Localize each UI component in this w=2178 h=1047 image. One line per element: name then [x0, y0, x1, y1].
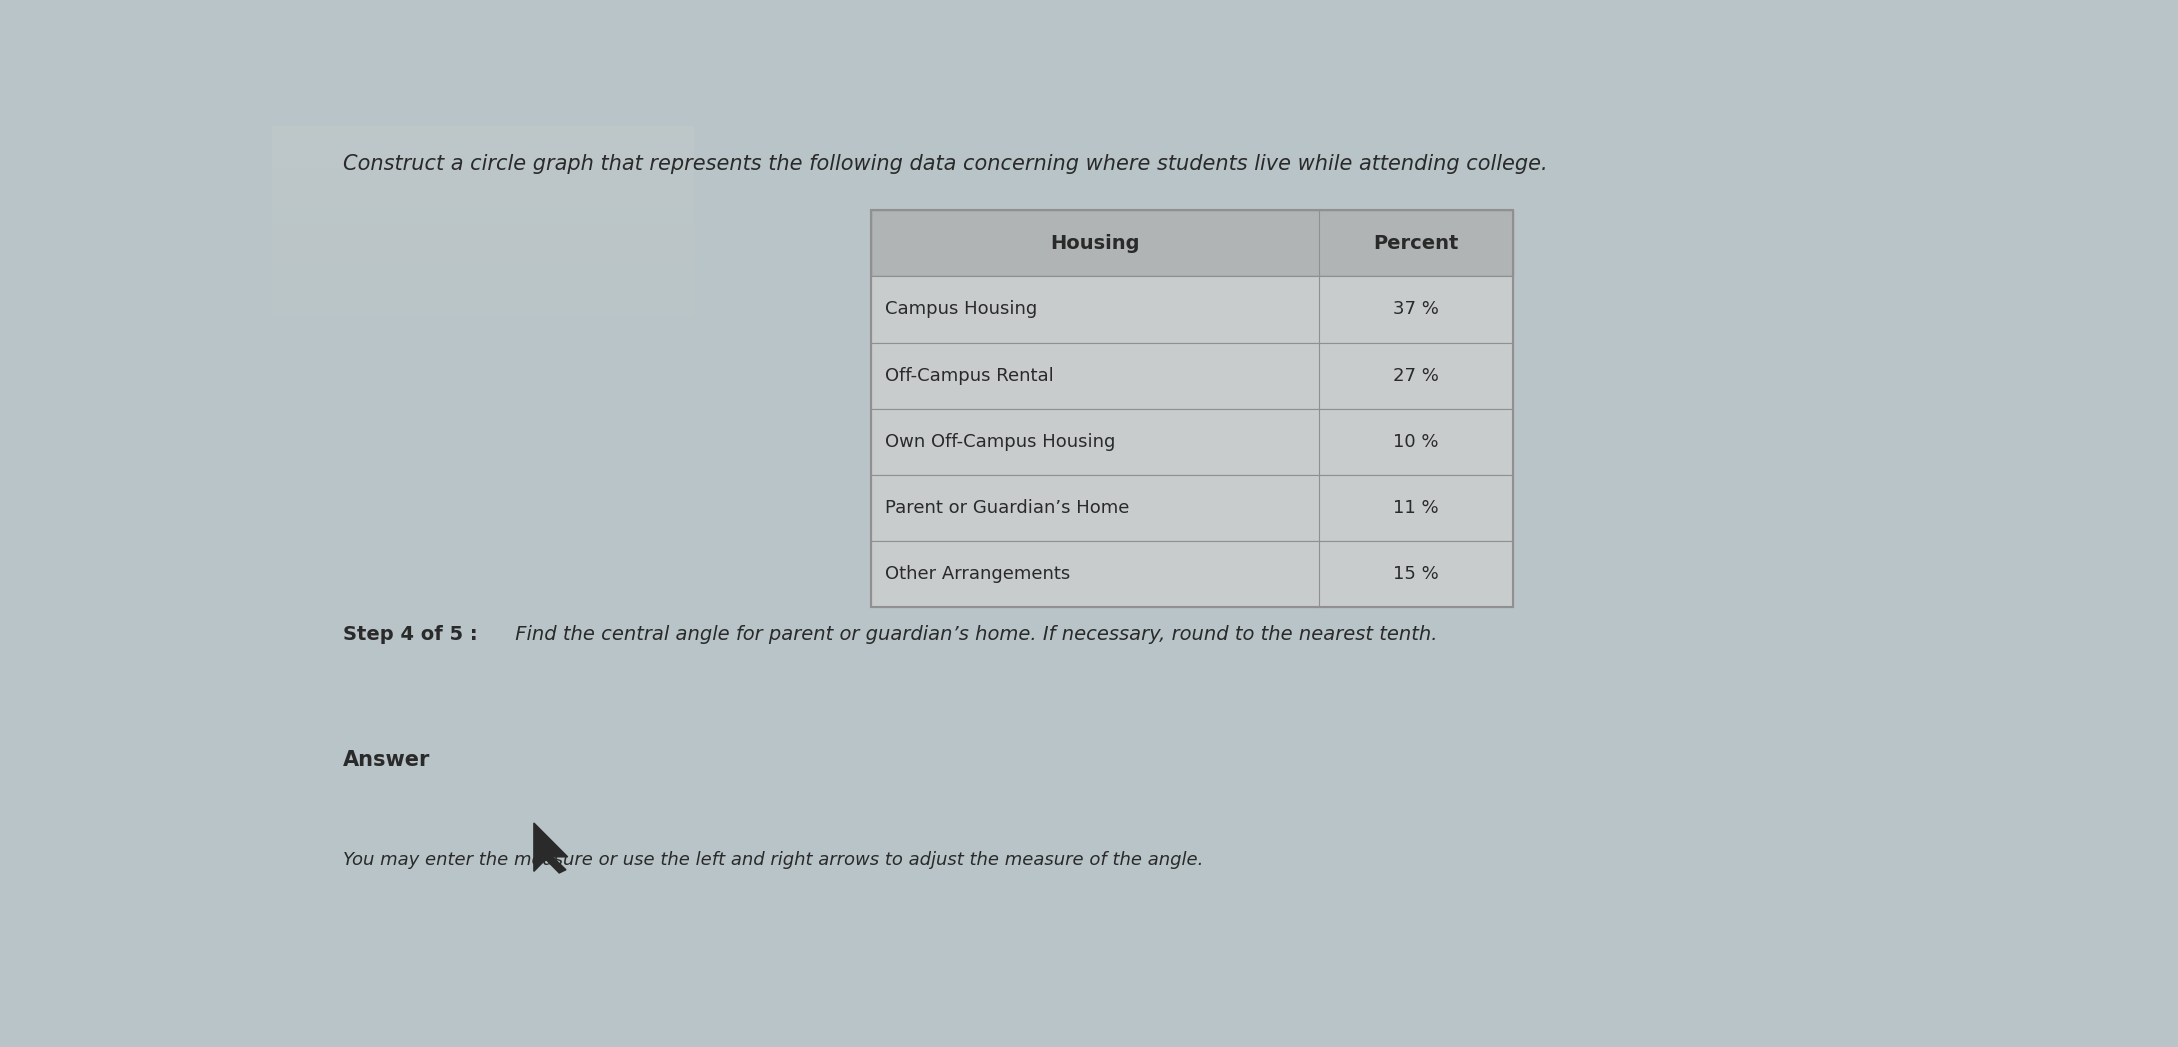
Text: 27 %: 27 % [1394, 366, 1440, 384]
Bar [272, 302, 695, 309]
Bar [272, 210, 695, 218]
Bar [272, 330, 695, 337]
Bar [272, 267, 695, 273]
Bar [272, 352, 695, 358]
Bar [272, 161, 695, 168]
Bar [272, 190, 695, 196]
Text: 15 %: 15 % [1394, 565, 1440, 583]
Bar [871, 342, 1514, 408]
Bar [871, 474, 1514, 541]
Text: 10 %: 10 % [1394, 432, 1440, 450]
Bar [871, 210, 1514, 276]
Bar [272, 133, 695, 139]
Text: 37 %: 37 % [1394, 300, 1440, 318]
Polygon shape [534, 823, 568, 873]
Bar [871, 276, 1514, 342]
Bar [272, 168, 695, 175]
Bar [272, 273, 695, 281]
Bar [272, 126, 695, 133]
Bar [272, 281, 695, 288]
Bar [272, 365, 695, 373]
Text: You may enter the measure or use the left and right arrows to adjust the measure: You may enter the measure or use the lef… [344, 851, 1204, 869]
Text: Off-Campus Rental: Off-Campus Rental [884, 366, 1054, 384]
Bar [272, 154, 695, 161]
Text: Percent: Percent [1372, 233, 1459, 252]
Bar [272, 344, 695, 352]
Text: Campus Housing: Campus Housing [884, 300, 1037, 318]
Text: Parent or Guardian’s Home: Parent or Guardian’s Home [884, 498, 1130, 517]
Bar [272, 401, 695, 408]
Bar [871, 408, 1514, 474]
Bar [272, 147, 695, 154]
Bar [272, 358, 695, 365]
Text: 11 %: 11 % [1394, 498, 1440, 517]
Text: Find the central angle for parent or guardian’s home. If necessary, round to the: Find the central angle for parent or gua… [507, 625, 1437, 645]
Bar [272, 288, 695, 295]
Bar [272, 309, 695, 316]
Bar [272, 224, 695, 231]
Text: Answer: Answer [344, 751, 431, 771]
Bar [272, 295, 695, 302]
Bar [272, 203, 695, 210]
Bar [272, 394, 695, 401]
Bar [272, 182, 695, 190]
Bar [272, 246, 695, 252]
Bar [272, 316, 695, 324]
Text: Step 4 of 5 :: Step 4 of 5 : [344, 625, 484, 645]
Bar [272, 386, 695, 394]
Bar [272, 324, 695, 330]
Bar [871, 210, 1514, 607]
Bar [272, 139, 695, 147]
Text: Other Arrangements: Other Arrangements [884, 565, 1069, 583]
Text: Own Off-Campus Housing: Own Off-Campus Housing [884, 432, 1115, 450]
Text: Housing: Housing [1050, 233, 1139, 252]
Bar [871, 541, 1514, 607]
Bar [272, 373, 695, 380]
Bar [272, 239, 695, 246]
Bar [272, 231, 695, 239]
Bar [272, 252, 695, 260]
Bar [272, 260, 695, 267]
Bar [272, 196, 695, 203]
Bar [272, 380, 695, 386]
Text: Construct a circle graph that represents the following data concerning where stu: Construct a circle graph that represents… [344, 154, 1549, 174]
Bar [272, 218, 695, 224]
Bar [272, 337, 695, 344]
Bar [272, 175, 695, 182]
